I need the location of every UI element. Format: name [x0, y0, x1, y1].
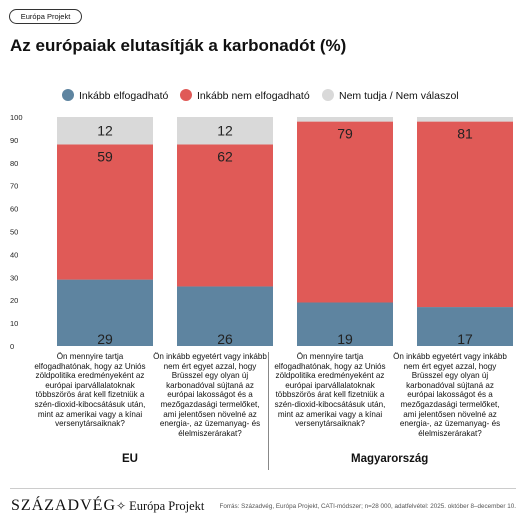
bar-segment: [297, 121, 393, 303]
data-label: 12: [217, 123, 233, 139]
y-tick-label: 100: [10, 113, 23, 122]
bar-segment: [57, 117, 153, 145]
data-label: 79: [337, 126, 353, 142]
legend-item-accept: Inkább elfogadható: [62, 89, 168, 103]
legend-label-accept: Inkább elfogadható: [79, 90, 169, 102]
bar-segment: [417, 117, 513, 122]
star-icon: ✧: [116, 499, 127, 513]
footer-rule: [10, 488, 516, 489]
y-tick-label: 10: [10, 319, 18, 328]
y-tick-label: 80: [10, 159, 18, 168]
legend-item-reject: Inkább nem elfogadható: [180, 89, 310, 103]
question-label-2: Ön inkább egyetért vagy inkább nem ért e…: [153, 352, 267, 438]
source-note: Forrás: Századvég, Európa Projekt, CATI-…: [219, 503, 516, 510]
bar-segment: [57, 144, 153, 280]
bar-segment: [417, 121, 513, 308]
bar-segment: [57, 279, 153, 346]
header-tag: Európa Projekt: [9, 9, 82, 24]
group-label-hu: Magyarország: [351, 453, 429, 465]
legend-label-dontknow: Nem tudja / Nem válaszol: [339, 90, 459, 102]
y-tick-label: 70: [10, 182, 18, 191]
chart-title: Az európaiak elutasítják a karbonadót (%…: [10, 36, 347, 55]
data-label: 59: [97, 148, 113, 164]
group-label-eu: EU: [122, 453, 138, 465]
y-tick-label: 50: [10, 228, 18, 237]
bar-segment: [177, 286, 273, 346]
question-label-3: Ön mennyire tartja elfogadhatónak, hogy …: [274, 352, 386, 429]
data-label: 81: [457, 126, 473, 142]
legend-item-dontknow: Nem tudja / Nem válaszol: [322, 89, 459, 103]
legend-swatch-reject: [180, 89, 192, 101]
group-divider: [268, 352, 269, 470]
data-label: 62: [217, 148, 233, 164]
data-label: 12: [97, 123, 113, 139]
question-label-1: Ön mennyire tartja elfogadhatónak, hogy …: [34, 352, 146, 429]
logo-szazadveg: SZÁZADVÉG: [11, 497, 116, 514]
legend-swatch-dontknow: [322, 89, 334, 101]
question-label-4: Ön inkább egyetért vagy inkább nem ért e…: [393, 352, 507, 438]
y-tick-label: 20: [10, 296, 18, 305]
y-tick-label: 30: [10, 273, 18, 282]
data-label: 17: [457, 331, 473, 347]
bar-segment: [417, 307, 513, 346]
bar-segment: [177, 144, 273, 287]
legend-swatch-accept: [62, 89, 74, 101]
legend-label-reject: Inkább nem elfogadható: [197, 90, 310, 102]
data-label: 19: [337, 331, 353, 347]
bar-segment: [297, 117, 393, 122]
legend: Inkább elfogadható Inkább nem elfogadhat…: [0, 89, 526, 103]
y-tick-label: 40: [10, 250, 18, 259]
logo-europa-text: Európa Projekt: [129, 499, 205, 513]
y-tick-label: 60: [10, 205, 18, 214]
y-tick-label: 90: [10, 136, 18, 145]
bar-segment: [297, 302, 393, 346]
logo-europa-projekt: ✧ Európa Projekt: [116, 499, 204, 514]
bar-segment: [177, 117, 273, 145]
data-label: 26: [217, 331, 233, 347]
y-tick-label: 0: [10, 342, 14, 351]
data-label: 29: [97, 331, 113, 347]
